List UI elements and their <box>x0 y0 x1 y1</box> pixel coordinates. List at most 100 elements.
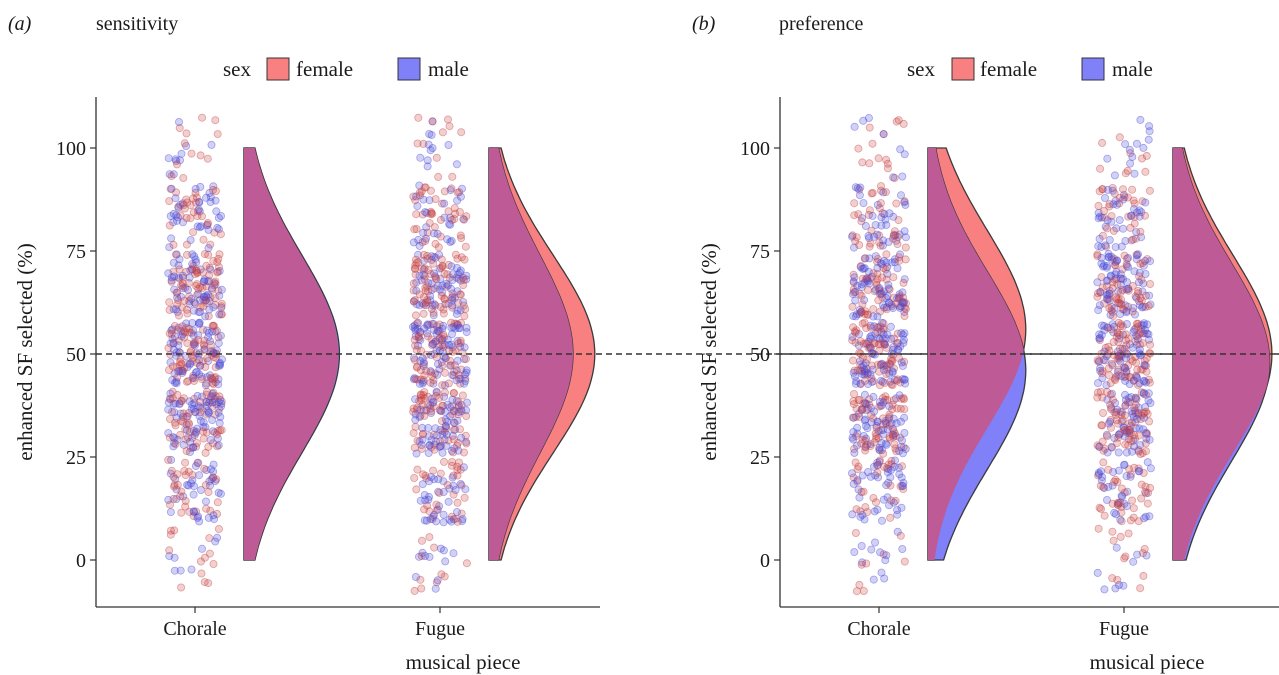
data-point-female <box>459 448 468 457</box>
data-point-male <box>849 312 858 321</box>
data-point-female <box>1113 498 1122 507</box>
data-point-male <box>459 215 468 224</box>
data-point-female <box>446 356 455 365</box>
y-tick-label: 25 <box>66 447 86 469</box>
data-point-female <box>168 387 177 396</box>
data-point-male <box>855 191 864 200</box>
data-point-female <box>201 481 210 490</box>
data-point-female <box>1121 552 1130 561</box>
data-point-female <box>176 430 185 439</box>
data-point-female <box>456 231 465 240</box>
data-point-female <box>177 359 186 368</box>
data-point-female <box>449 425 458 434</box>
data-point-male <box>441 422 450 431</box>
data-point-female <box>410 335 419 344</box>
data-point-female <box>869 305 878 314</box>
data-point-male <box>214 361 223 370</box>
data-point-male <box>432 346 441 355</box>
data-point-male <box>186 266 195 275</box>
data-point-female <box>885 410 894 419</box>
data-point-female <box>859 587 868 596</box>
data-point-female <box>435 488 444 497</box>
data-point-female <box>854 210 863 219</box>
data-point-female <box>873 468 882 477</box>
data-point-female <box>421 298 430 307</box>
data-point-female <box>437 255 446 264</box>
data-point-male <box>174 118 183 127</box>
data-point-female <box>425 533 434 542</box>
data-point-male <box>174 261 183 270</box>
data-point-male <box>882 293 891 302</box>
data-point-female <box>455 374 464 383</box>
data-point-male <box>900 150 909 159</box>
data-point-male <box>899 299 908 308</box>
data-point-female <box>198 113 207 122</box>
data-point-male <box>426 350 435 359</box>
data-point-male <box>433 576 442 585</box>
data-point-male <box>1111 584 1120 593</box>
y-tick-label: 100 <box>56 138 86 160</box>
data-point-female <box>861 436 870 445</box>
data-point-female <box>867 226 876 235</box>
data-point-female <box>415 396 424 405</box>
data-point-female <box>413 436 422 445</box>
data-point-female <box>192 358 201 367</box>
data-point-female <box>165 221 174 230</box>
data-point-female <box>185 507 194 516</box>
data-point-female <box>177 487 186 496</box>
data-point-male <box>1112 510 1121 519</box>
data-point-male <box>1143 458 1152 467</box>
data-point-male <box>200 292 209 301</box>
data-point-female <box>177 508 186 517</box>
data-point-male <box>860 264 869 273</box>
data-point-male <box>1140 514 1149 523</box>
legend-key-male <box>397 57 421 81</box>
data-point-female <box>460 255 469 264</box>
data-point-female <box>191 507 200 516</box>
data-point-male <box>166 508 175 517</box>
data-point-female <box>1143 499 1152 508</box>
data-point-male <box>172 413 181 422</box>
data-point-male <box>426 291 435 300</box>
data-point-female <box>896 404 905 413</box>
data-point-male <box>169 258 178 267</box>
data-point-female <box>189 338 198 347</box>
data-point-male <box>167 455 176 464</box>
data-point-male <box>889 414 898 423</box>
data-point-female <box>411 311 420 320</box>
data-point-male <box>195 197 204 206</box>
data-point-male <box>417 440 426 449</box>
data-point-female <box>192 266 201 275</box>
data-point-male <box>873 312 882 321</box>
data-point-male <box>884 478 893 487</box>
data-point-female <box>449 389 458 398</box>
data-point-female <box>453 466 462 475</box>
data-point-female <box>450 319 459 328</box>
data-point-female <box>192 427 201 436</box>
data-point-female <box>433 326 442 335</box>
data-point-male <box>167 234 176 243</box>
data-point-female <box>422 474 431 483</box>
data-point-female <box>889 273 898 282</box>
data-point-female <box>1116 344 1125 353</box>
data-point-female <box>879 319 888 328</box>
data-point-male <box>206 193 215 202</box>
data-point-female <box>215 392 224 401</box>
data-point-male <box>439 518 448 527</box>
data-point-male <box>1129 557 1138 566</box>
data-point-male <box>204 513 213 522</box>
data-point-male <box>179 413 188 422</box>
data-point-female <box>209 353 218 362</box>
data-point-female <box>1110 408 1119 417</box>
data-point-female <box>417 375 426 384</box>
data-point-female <box>457 481 466 490</box>
data-point-female <box>171 440 180 449</box>
data-point-male <box>1103 154 1112 163</box>
data-point-male <box>211 196 220 205</box>
data-point-female <box>856 366 865 375</box>
data-point-female <box>879 550 888 559</box>
data-point-female <box>411 375 420 384</box>
data-point-female <box>210 374 219 383</box>
data-point-male <box>443 235 452 244</box>
data-point-female <box>208 378 217 387</box>
